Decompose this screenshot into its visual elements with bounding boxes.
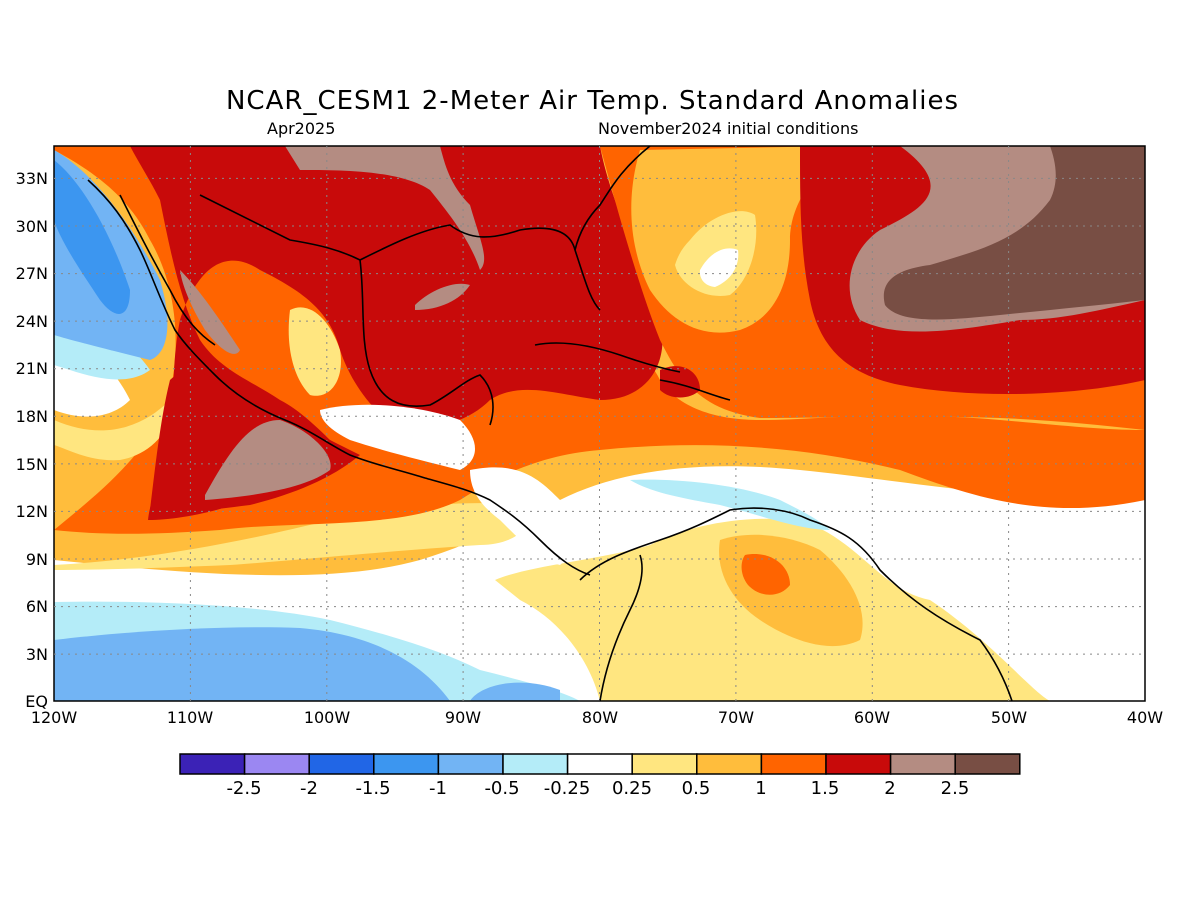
lon-label: 70W: [717, 708, 755, 727]
colorbar-swatch: [825, 753, 892, 775]
colorbar: [179, 753, 1021, 775]
colorbar-swatch: [243, 753, 310, 775]
colorbar-label: 0.25: [611, 778, 653, 799]
colorbar-swatch: [308, 753, 375, 775]
subtitle-valid-month: Apr2025: [267, 119, 336, 138]
field-brown-baja: [180, 270, 240, 354]
lat-label: 30N: [15, 217, 48, 236]
colorbar-swatch: [373, 753, 440, 775]
lat-label: 18N: [15, 407, 48, 426]
coast-us-gulf: [359, 224, 601, 311]
lat-label: 27N: [15, 264, 48, 283]
coast-baja: [119, 194, 216, 346]
colorbar-label: 0.5: [681, 778, 711, 799]
colorbar-swatch: [889, 753, 956, 775]
field-white-ca: [320, 404, 475, 470]
lat-label: 24N: [15, 312, 48, 331]
colorbar-swatch: [502, 753, 569, 775]
field-brown-us: [285, 146, 485, 270]
lat-label: 12N: [15, 502, 48, 521]
map-title: NCAR_CESM1 2-Meter Air Temp. Standard An…: [225, 86, 960, 116]
colorbar-label: 2: [884, 778, 896, 799]
coast-cuba: [534, 342, 681, 373]
subtitle-initial-conditions: November2024 initial conditions: [598, 119, 859, 138]
field-red-sa: [741, 554, 790, 595]
colorbar-label: 2.5: [940, 778, 970, 799]
lat-label: 9N: [25, 550, 48, 569]
colorbar-label: 1.5: [810, 778, 840, 799]
field-yellow-pacific: [54, 503, 528, 570]
colorbar-swatch: [179, 753, 246, 775]
lon-label: 80W: [581, 708, 619, 727]
colorbar-label: -2: [300, 778, 318, 799]
lon-label: 90W: [444, 708, 482, 727]
lon-label: 110W: [166, 708, 214, 727]
field-yellow-ca: [288, 307, 341, 396]
colorbar-swatch: [760, 753, 827, 775]
field-brown-mex: [205, 420, 331, 500]
lat-label: 15N: [15, 455, 48, 474]
colorbar-swatch: [631, 753, 698, 775]
colorbar-label: -1.5: [355, 778, 391, 799]
field-brown-gulf: [415, 283, 470, 310]
field-lightblue-carib: [630, 479, 830, 530]
lon-label: 100W: [303, 708, 351, 727]
lon-label: 40W: [1126, 708, 1164, 727]
coast-mexico-pacific: [87, 179, 591, 576]
map-grid: [54, 146, 1145, 701]
colorbar-label: -1: [429, 778, 447, 799]
coast-florida: [574, 145, 651, 251]
coast-colombia: [599, 554, 643, 702]
lat-label: EQ: [25, 692, 48, 711]
colorbar-label: 1: [755, 778, 767, 799]
coastlines: [87, 145, 1013, 702]
field-yellow-pacific-n: [54, 400, 171, 461]
colorbar-label: -0.5: [484, 778, 520, 799]
lat-label: 6N: [25, 597, 48, 616]
lon-label: 50W: [990, 708, 1028, 727]
coast-hispaniola: [659, 379, 731, 401]
colorbar-swatch: [954, 753, 1021, 775]
colorbar-swatch: [566, 753, 633, 775]
lon-label: 120W: [30, 708, 78, 727]
coast-gulf-mex: [199, 194, 494, 426]
lat-label: 3N: [25, 645, 48, 664]
field-darkbrown-atlantic: [883, 146, 1145, 320]
colorbar-swatch: [437, 753, 504, 775]
colorbar-swatch: [696, 753, 763, 775]
lat-label: 33N: [15, 169, 48, 188]
colorbar-label: -0.25: [543, 778, 591, 799]
field-blue-south-2: [470, 682, 560, 701]
field-white-ca2: [470, 467, 575, 565]
field-blue-south: [54, 627, 450, 701]
map-field: [54, 146, 1145, 701]
lat-label: 21N: [15, 359, 48, 378]
field-darkblue-baja: [54, 160, 130, 314]
colorbar-label: -2.5: [226, 778, 262, 799]
field-white-atlantic: [699, 248, 739, 287]
coast-southam: [579, 507, 1013, 702]
field-darkred-carib: [660, 366, 700, 398]
lon-label: 60W: [853, 708, 891, 727]
